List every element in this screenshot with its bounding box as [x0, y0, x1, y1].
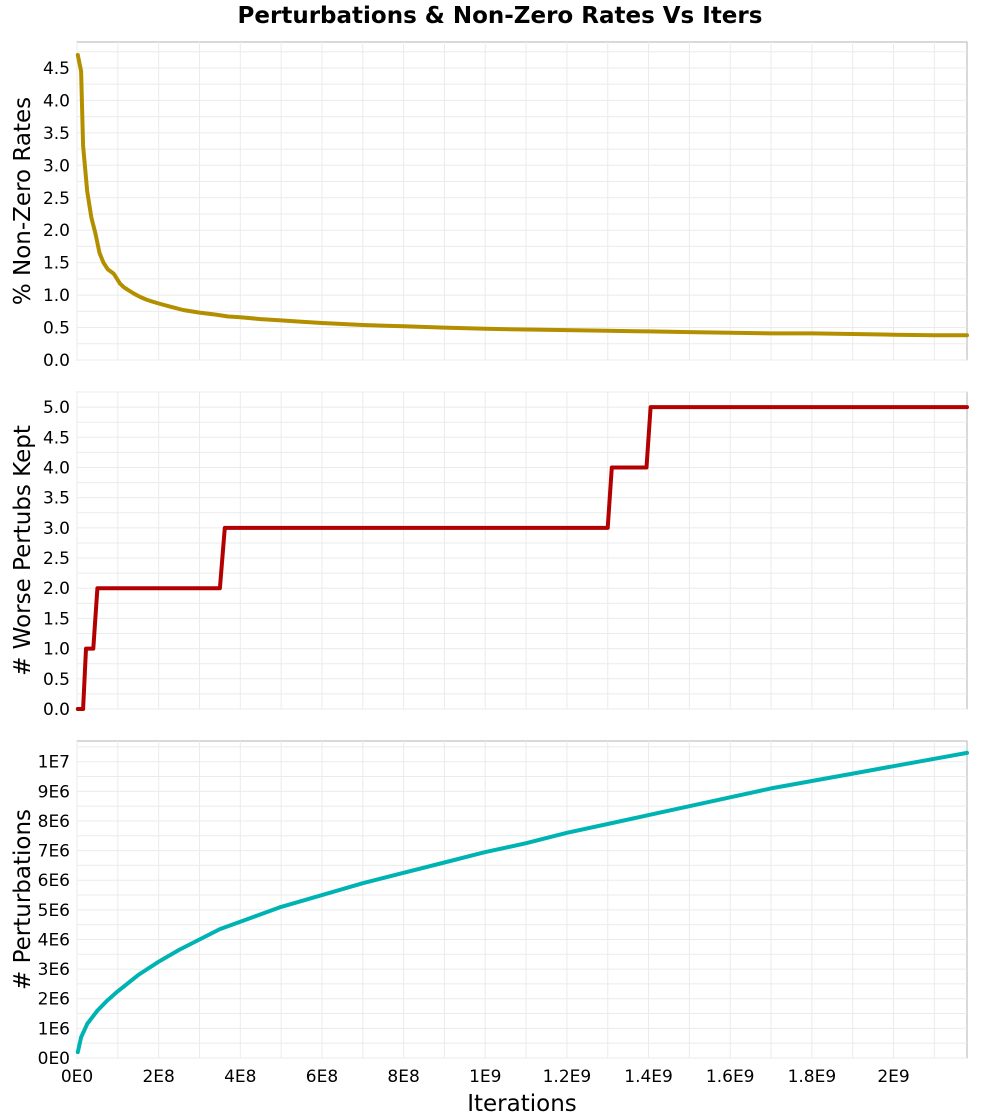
x-axis-ticks: 0E0 2E8 4E8 6E8 8E8 1E9 1.2E9 1.4E9 1.6E9 1.8E9 2E… [61, 1067, 910, 1087]
y-tick-label: 5.0 [43, 398, 70, 418]
y-tick-label: 7E6 [38, 842, 70, 862]
plot-area-perturbations [76, 740, 968, 1059]
plot-area-non-zero-rates [76, 41, 968, 361]
y-tick-label: 4.5 [43, 59, 70, 79]
y-tick-label: 8E6 [38, 812, 70, 832]
x-tick-label: 6E8 [306, 1067, 338, 1087]
y-tick-label: 4.0 [43, 91, 70, 111]
x-tick-label: 1.8E9 [788, 1067, 837, 1087]
y-tick-label: 0.0 [43, 700, 70, 720]
x-tick-label: 2E8 [142, 1067, 174, 1087]
panel-worse-perturbs-kept: 0.0 0.5 1.0 1.5 2.0 2.5 3.0 3.5 4.0 4.5 5.0 # Worse… [10, 391, 969, 720]
series-line-perturbations [75, 750, 969, 1055]
y-tick-label: 0.0 [43, 351, 70, 371]
y-tick-label: 1.0 [43, 286, 70, 306]
y-tick-label: 1E7 [38, 753, 70, 773]
y-axis-title-worse-perturbs-kept: # Worse Pertubs Kept [10, 425, 36, 676]
y-tick-label: 0.5 [43, 319, 70, 339]
y-tick-label: 1.0 [43, 640, 70, 660]
x-tick-label: 4E8 [224, 1067, 256, 1087]
y-tick-label: 3.0 [43, 519, 70, 539]
y-tick-label: 1.5 [43, 609, 70, 629]
panel-non-zero-rates: 0.0 0.5 1.0 1.5 2.0 2.5 3.0 3.5 4.0 4.5 % Non-Zero… [10, 41, 969, 371]
x-tick-label: 1E9 [469, 1067, 501, 1087]
y-tick-label: 1.5 [43, 254, 70, 274]
y-tick-label: 4E6 [38, 930, 70, 950]
y-tick-label: 2.5 [43, 189, 70, 209]
y-tick-label: 3.5 [43, 489, 70, 509]
y-tick-label: 4.5 [43, 428, 70, 448]
y-tick-label: 5E6 [38, 901, 70, 921]
series-line-worse-perturbs-kept [75, 405, 969, 711]
x-tick-label: 8E8 [387, 1067, 419, 1087]
x-axis-title: Iterations [467, 1091, 577, 1117]
y-tick-label: 2.5 [43, 549, 70, 569]
y-tick-label: 0.5 [43, 670, 70, 690]
y-tick-label: 1E6 [38, 1019, 70, 1039]
y-tick-label: 9E6 [38, 782, 70, 802]
y-tick-label: 2.0 [43, 221, 70, 241]
x-tick-label: 2E9 [877, 1067, 909, 1087]
y-tick-label: 3.5 [43, 124, 70, 144]
x-tick-label: 1.4E9 [624, 1067, 673, 1087]
x-tick-label: 1.6E9 [706, 1067, 755, 1087]
y-tick-label: 2E6 [38, 990, 70, 1010]
series-line-non-zero-rates [75, 53, 969, 338]
plot-area-worse-perturbs-kept [76, 391, 968, 710]
y-tick-label: 2.0 [43, 579, 70, 599]
y-tick-label: 6E6 [38, 871, 70, 891]
y-tick-label: 3E6 [38, 960, 70, 980]
y-tick-label: 4.0 [43, 458, 70, 478]
x-tick-label: 1.2E9 [543, 1067, 592, 1087]
y-axis-title-non-zero-rates: % Non-Zero Rates [10, 97, 36, 305]
x-tick-label: 0E0 [61, 1067, 93, 1087]
panel-perturbations: 0E0 1E6 2E6 3E6 4E6 5E6 6E6 7E6 8E6 9E6 1E7 # Pertu… [10, 740, 969, 1069]
chart-title: Perturbations & Non-Zero Rates Vs Iters [238, 3, 763, 29]
y-axis-title-perturbations: # Perturbations [10, 809, 36, 990]
y-tick-label: 3.0 [43, 156, 70, 176]
y-tick-label: 0E0 [38, 1049, 70, 1069]
